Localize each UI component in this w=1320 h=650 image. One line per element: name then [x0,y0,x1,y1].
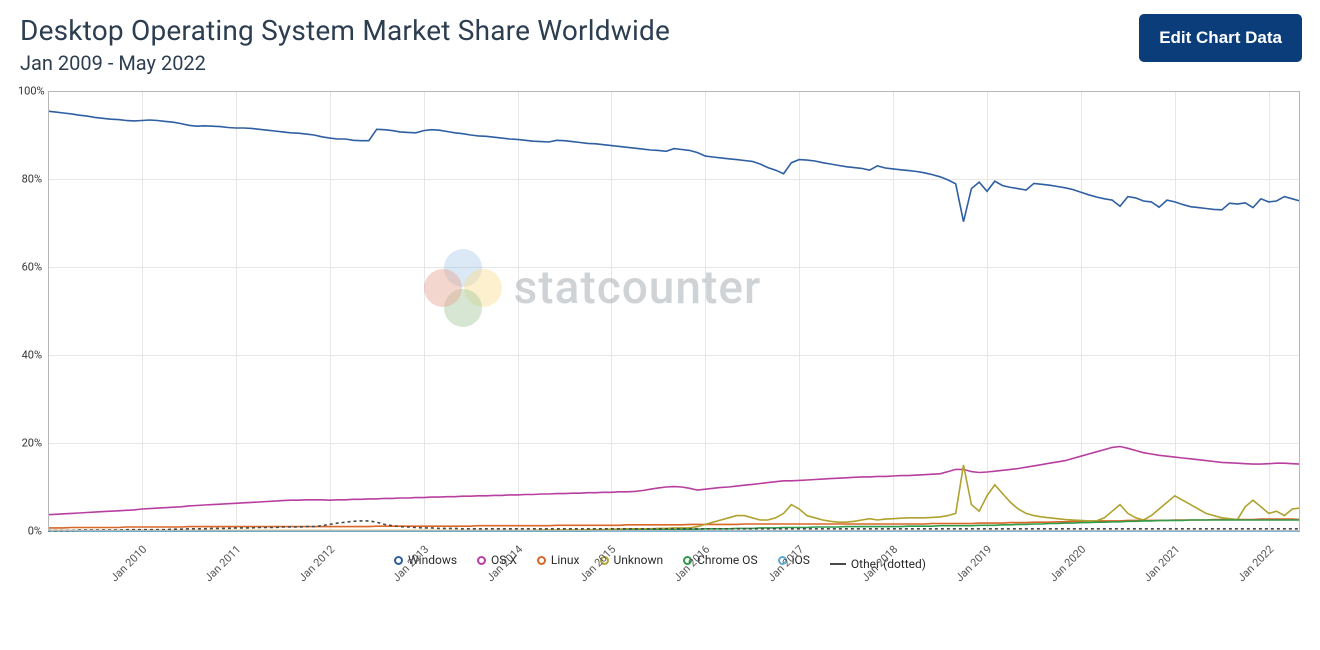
edit-chart-data-button[interactable]: Edit Chart Data [1139,14,1302,62]
series-line-linux[interactable] [48,519,1300,528]
chart-legend: WindowsOS XLinuxUnknownChrome OSiOSOther… [0,549,1320,571]
legend-item-linux[interactable]: Linux [537,553,580,567]
chart-area: 0%20%40%60%80%100%Jan 2010Jan 2011Jan 20… [18,81,1302,549]
chart-subtitle: Jan 2009 - May 2022 [20,51,670,75]
legend-marker-icon [477,556,486,565]
series-line-os-x[interactable] [48,447,1300,515]
legend-label: Linux [551,553,580,567]
series-line-windows[interactable] [48,111,1300,222]
legend-marker-icon [537,556,546,565]
title-block: Desktop Operating System Market Share Wo… [20,14,670,75]
chart-title: Desktop Operating System Market Share Wo… [20,14,670,47]
legend-line-icon [830,563,846,565]
legend-label: Unknown [614,553,664,567]
header-bar: Desktop Operating System Market Share Wo… [0,0,1320,75]
chart-svg [18,81,1302,549]
